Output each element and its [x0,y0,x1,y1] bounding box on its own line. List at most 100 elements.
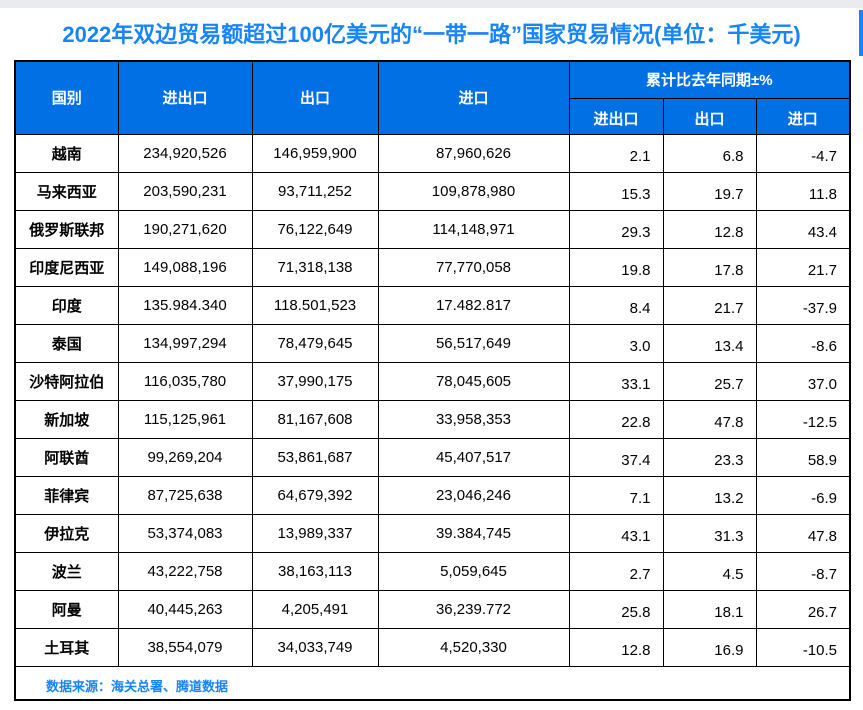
total-trade-value: 190,271,620 [117,209,253,249]
table-row: 越南 234,920,526 146,959,900 87,960,626 2.1 6.8… [14,133,851,173]
table-row: 阿曼 40,445,263 4,205,491 36,239.772 25.8 18.1 2… [14,589,851,629]
yoy-import-value: -10.5 [755,627,851,667]
yoy-total-value: 37.4 [568,437,664,477]
table-row: 印度 135.984.340 118.501,523 17.482.817 8.4 21.… [14,285,851,325]
import-value: 33,958,353 [377,399,570,439]
col-header-import: 进口 [377,60,570,135]
yoy-export-value: 47.8 [662,399,757,439]
total-trade-value: 87,725,638 [117,475,253,515]
import-value: 5,059,645 [377,551,570,591]
col-header-country: 国别 [14,60,119,135]
country-name: 马来西亚 [14,171,119,211]
yoy-import-value: -6.9 [755,475,851,515]
import-value: 45,407,517 [377,437,570,477]
country-name: 波兰 [14,551,119,591]
yoy-export-value: 13.2 [662,475,757,515]
col-header-yoy-group: 累计比去年同期±% [568,60,851,99]
import-value: 87,960,626 [377,133,570,173]
country-name: 俄罗斯联邦 [14,209,119,249]
yoy-export-value: 6.8 [662,133,757,173]
trade-table: 国别 进出口 出口 进口 累计比去年同期±% 进出口 出口 进口 越南 234,9… [14,60,852,701]
country-name: 印度尼西亚 [14,247,119,287]
yoy-import-value: -12.5 [755,399,851,439]
data-source-note: 数据来源：海关总署、腾道数据 [14,665,851,701]
table-row: 波兰 43,222,758 38,163,113 5,059,645 2.7 4.5 -8.… [14,551,851,591]
country-name: 越南 [14,133,119,173]
import-value: 114,148,971 [377,209,570,249]
table-row: 沙特阿拉伯 116,035,780 37,990,175 78,045,605 33.1… [14,361,851,401]
yoy-import-value: 37.0 [755,361,851,401]
yoy-export-value: 23.3 [662,437,757,477]
yoy-total-value: 33.1 [568,361,664,401]
total-trade-value: 38,554,079 [117,627,253,667]
import-value: 39.384,745 [377,513,570,553]
country-name: 沙特阿拉伯 [14,361,119,401]
table-footer: 数据来源：海关总署、腾道数据 [14,665,851,701]
export-value: 118.501,523 [251,285,379,325]
table-row: 俄罗斯联邦 190,271,620 76,122,649 114,148,971 29.… [14,209,851,249]
yoy-total-value: 7.1 [568,475,664,515]
table-row: 土耳其 38,554,079 34,033,749 4,520,330 12.8 16.9… [14,627,851,667]
yoy-import-value: -8.7 [755,551,851,591]
yoy-export-value: 21.7 [662,285,757,325]
yoy-export-value: 4.5 [662,551,757,591]
total-trade-value: 203,590,231 [117,171,253,211]
total-trade-value: 53,374,083 [117,513,253,553]
import-value: 36,239.772 [377,589,570,629]
import-value: 23,046,246 [377,475,570,515]
yoy-import-value: 26.7 [755,589,851,629]
total-trade-value: 149,088,196 [117,247,253,287]
yoy-import-value: -8.6 [755,323,851,363]
yoy-total-value: 25.8 [568,589,664,629]
export-value: 146,959,900 [251,133,379,173]
total-trade-value: 115,125,961 [117,399,253,439]
export-value: 4,205,491 [251,589,379,629]
page-title: 2022年双边贸易额超过100亿美元的“一带一路”国家贸易情况(单位：千美元) [62,22,801,47]
col-header-total-trade: 进出口 [117,60,253,135]
export-value: 93,711,252 [251,171,379,211]
export-value: 37,990,175 [251,361,379,401]
yoy-export-value: 19.7 [662,171,757,211]
table-row: 泰国 134,997,294 78,479,645 56,517,649 3.0 13.4… [14,323,851,363]
table-row: 菲律宾 87,725,638 64,679,392 23,046,246 7.1 13.2… [14,475,851,515]
country-name: 伊拉克 [14,513,119,553]
yoy-total-value: 3.0 [568,323,664,363]
export-value: 38,163,113 [251,551,379,591]
table-row: 阿联酋 99,269,204 53,861,687 45,407,517 37.4 23.… [14,437,851,477]
yoy-import-value: 11.8 [755,171,851,211]
import-value: 17.482.817 [377,285,570,325]
table-body: 越南 234,920,526 146,959,900 87,960,626 2.1 6.8… [14,133,851,667]
table-row: 新加坡 115,125,961 81,167,608 33,958,353 22.8 47… [14,399,851,439]
yoy-export-value: 25.7 [662,361,757,401]
col-header-yoy-export: 出口 [662,97,757,135]
col-header-yoy-total: 进出口 [568,97,664,135]
import-value: 78,045,605 [377,361,570,401]
yoy-import-value: -37.9 [755,285,851,325]
yoy-export-value: 12.8 [662,209,757,249]
yoy-total-value: 15.3 [568,171,664,211]
import-value: 109,878,980 [377,171,570,211]
yoy-import-value: -4.7 [755,133,851,173]
export-value: 34,033,749 [251,627,379,667]
export-value: 13,989,337 [251,513,379,553]
top-bar [0,0,863,8]
export-value: 64,679,392 [251,475,379,515]
total-trade-value: 99,269,204 [117,437,253,477]
total-trade-value: 134,997,294 [117,323,253,363]
yoy-total-value: 2.7 [568,551,664,591]
yoy-import-value: 43.4 [755,209,851,249]
yoy-total-value: 2.1 [568,133,664,173]
total-trade-value: 40,445,263 [117,589,253,629]
country-name: 阿联酋 [14,437,119,477]
export-value: 81,167,608 [251,399,379,439]
yoy-import-value: 47.8 [755,513,851,553]
table-row: 马来西亚 203,590,231 93,711,252 109,878,980 15.3… [14,171,851,211]
country-name: 土耳其 [14,627,119,667]
yoy-export-value: 17.8 [662,247,757,287]
table-row: 伊拉克 53,374,083 13,989,337 39.384,745 43.1 31.… [14,513,851,553]
yoy-export-value: 13.4 [662,323,757,363]
export-value: 78,479,645 [251,323,379,363]
import-value: 77,770,058 [377,247,570,287]
country-name: 印度 [14,285,119,325]
table-row: 印度尼西亚 149,088,196 71,318,138 77,770,058 19.8… [14,247,851,287]
